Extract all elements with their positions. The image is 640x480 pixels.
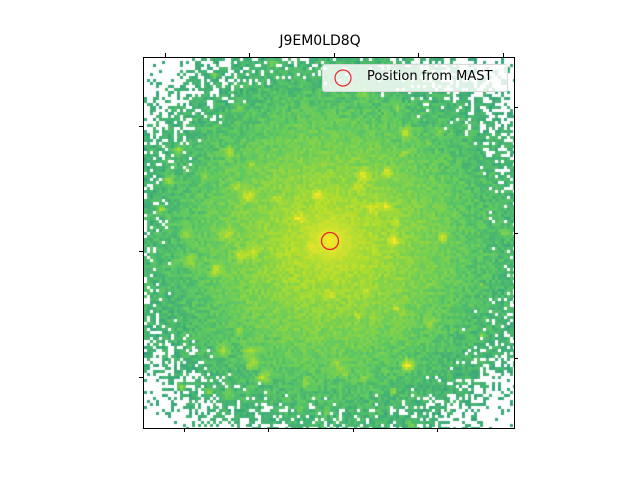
circle-outline-icon [334, 69, 352, 87]
legend-label: Position from MAST [367, 69, 493, 84]
tick-bottom-2 [268, 428, 269, 432]
tick-top-1 [165, 53, 166, 57]
tick-left-2 [139, 251, 143, 252]
tick-top-3 [334, 53, 335, 57]
tick-bottom-3 [353, 428, 354, 432]
marker-layer [320, 231, 340, 251]
tick-right-3 [514, 358, 518, 359]
legend: Position from MAST [322, 64, 508, 92]
tick-left-3 [139, 377, 143, 378]
tick-bottom-1 [184, 428, 185, 432]
tick-bottom-4 [437, 428, 438, 432]
galaxy-image [144, 58, 514, 428]
figure-title: J9EM0LD8Q [279, 33, 361, 49]
tick-right-2 [514, 233, 518, 234]
tick-left-1 [139, 126, 143, 127]
image-panel [144, 58, 514, 428]
tick-top-2 [249, 53, 250, 57]
tick-top-5 [503, 53, 504, 57]
tick-top-4 [418, 53, 419, 57]
tick-right-1 [514, 107, 518, 108]
mast-position-marker [320, 231, 340, 251]
